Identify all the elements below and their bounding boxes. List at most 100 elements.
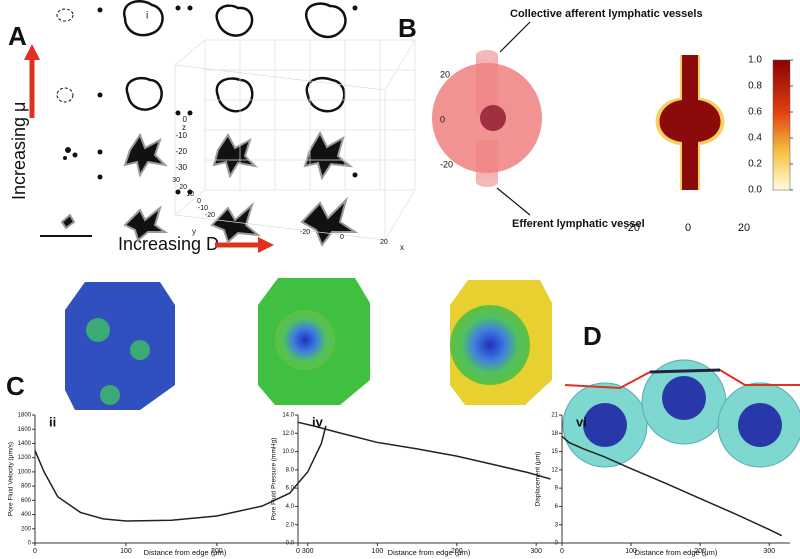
panel-label: C: [6, 371, 25, 401]
x-tick-label: 200: [211, 548, 223, 555]
tick-label: -20: [175, 147, 187, 156]
annotation: Collective afferent lymphatic vessels: [510, 8, 703, 20]
axis-label: x: [400, 243, 404, 252]
y-tick-label: 10.0: [282, 449, 294, 455]
x-tick-label: 100: [625, 548, 637, 555]
line: [297, 421, 551, 480]
x-tick-label: 0: [33, 548, 37, 555]
x-tick-label: 200: [694, 548, 706, 555]
tick-label: 30: [172, 177, 180, 184]
x-tick-label: 100: [120, 548, 132, 555]
tick-label: -30: [175, 163, 187, 172]
tick-label: -20: [440, 159, 453, 169]
y-tick-label: 8.0: [286, 467, 295, 473]
y-tick-label: 6: [555, 504, 559, 510]
axis: [297, 415, 560, 544]
tick-label: 0.0: [748, 185, 762, 196]
y-tick-label: 1400: [18, 441, 32, 447]
fe-model: [65, 282, 175, 410]
fe-panels: [65, 278, 552, 410]
y-tick-label: 0: [555, 541, 559, 547]
tick-label: -20: [205, 212, 215, 219]
tick-label: -10: [198, 205, 208, 212]
axis-label: y: [192, 227, 196, 236]
y-tick-label: 9: [555, 486, 559, 492]
arrow-head: [258, 237, 274, 253]
tick-label: 0.6: [748, 107, 762, 118]
y-tick-label: 2.0: [286, 522, 295, 528]
y-tick-label: 1200: [18, 455, 32, 461]
node-core: [480, 105, 506, 131]
nucleus: [662, 376, 706, 420]
panel-label: A: [8, 21, 27, 51]
y-tick-label: 14.0: [282, 413, 294, 419]
x-tick-label: 200: [451, 548, 463, 555]
arrow-head: [24, 44, 40, 60]
x-tick-label: 100: [372, 548, 384, 555]
heatmap-shape: [659, 55, 721, 190]
y-tick-label: 0: [28, 541, 32, 547]
x-tick-label: 0: [296, 548, 300, 555]
y-tick-label: 400: [21, 512, 32, 518]
y-tick-label: 15: [551, 449, 558, 455]
y-tick-label: 200: [21, 526, 32, 532]
nucleus: [583, 403, 627, 447]
tick-label: 0.8: [748, 81, 762, 92]
tick-label: 0: [183, 115, 188, 124]
tick-label: 0: [685, 222, 691, 234]
y-tick-label: 4.0: [286, 504, 295, 510]
annotation: Efferent lymphatic vessel: [512, 218, 645, 230]
tick-label: 0: [197, 198, 201, 205]
x-axis-label: Distance from edge (μm): [388, 548, 471, 557]
panel-b: B Collective afferent lymphatic vessels …: [172, 8, 793, 252]
tick-label: -20: [624, 222, 640, 234]
tick-label: 10: [186, 191, 194, 198]
tick-label: 20: [440, 69, 450, 79]
membrane: [649, 368, 721, 374]
arrow: [496, 187, 531, 216]
tick-label: 0: [440, 114, 445, 124]
y-axis-label: Pore Fluid Velocity (μm/s): [8, 442, 15, 516]
y-tick-label: 1800: [18, 413, 32, 419]
panel-label: D: [583, 321, 602, 351]
tick-label: 0.2: [748, 159, 762, 170]
arrow: [499, 21, 531, 53]
x-tick-label: 300: [763, 548, 775, 555]
y-tick-label: 1000: [18, 469, 32, 475]
y-tick-label: 12.0: [282, 431, 294, 437]
annotation: ii: [49, 414, 56, 429]
axis-label: z: [182, 123, 186, 132]
line: [34, 425, 327, 522]
vessel: [476, 50, 498, 60]
x-tick-label: 300: [530, 548, 542, 555]
line: [561, 435, 783, 537]
panel-label: B: [398, 13, 417, 43]
nucleus: [738, 403, 782, 447]
tick-label: 0: [340, 234, 344, 241]
annotation: iv: [312, 414, 324, 429]
y-axis-label: Pore Fluid Pressure (mmHg): [271, 438, 278, 521]
vessel: [476, 177, 498, 187]
inset-label: i: [146, 11, 148, 22]
wireframe: [174, 39, 416, 241]
colorbar: [772, 59, 791, 191]
panel-a: A Increasing μ Increasing D i: [8, 0, 359, 254]
tick-label: 0.4: [748, 133, 762, 144]
x-tick-label: 300: [302, 548, 314, 555]
annotation: vi: [576, 414, 587, 429]
tick-label: 20: [380, 239, 388, 246]
y-tick-label: 1600: [18, 427, 32, 433]
tick-label: 20: [179, 184, 187, 191]
y-tick-label: 21: [551, 413, 558, 419]
tick-label: 1.0: [748, 55, 762, 66]
y-tick-label: 0.0: [286, 541, 295, 547]
y-tick-label: 18: [551, 431, 558, 437]
x-axis-label: Distance from edge (μm): [144, 548, 227, 557]
tick-label: 20: [738, 222, 750, 234]
y-tick-label: 3: [555, 522, 559, 528]
y-tick-label: 600: [21, 498, 32, 504]
x-axis-label: Distance from edge (μm): [635, 548, 718, 557]
